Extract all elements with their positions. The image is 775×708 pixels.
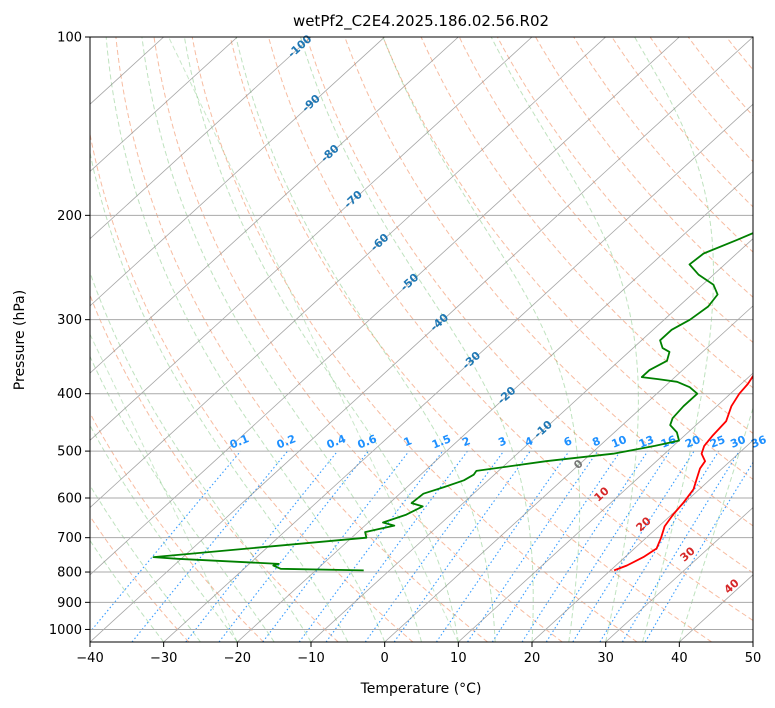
isotherm-line [531, 439, 753, 642]
x-axis-label: Temperature (°C) [360, 681, 482, 697]
mixing-ratio-label: 1 [402, 434, 414, 449]
x-tick-label: −20 [224, 651, 251, 666]
isotherm-line [237, 170, 753, 642]
isotherm-line [310, 238, 753, 642]
moist-adiabat [678, 406, 753, 642]
mixing-ratio-label: 8 [590, 434, 602, 449]
x-tick-label: −40 [76, 651, 103, 666]
mixing-ratio-line [131, 450, 289, 642]
isotherm-line [90, 37, 238, 172]
isotherm-line [90, 37, 753, 642]
x-tick-label: −30 [150, 651, 177, 666]
mixing-ratio-line [218, 450, 369, 642]
plot-frame [89, 36, 754, 643]
moist-adiabat [183, 37, 459, 642]
mixing-ratio-line [599, 450, 720, 642]
dry-adiabat [649, 37, 753, 163]
y-tick-label: 1000 [49, 623, 82, 638]
dry-adiabat [90, 131, 414, 642]
chart-title: wetPf2_C2E4.2025.186.02.56.R02 [293, 12, 549, 31]
axes: −40 −30 −20 −10 0 10 20 30 40 50 1000 900 800 700 600 5… [49, 31, 761, 667]
y-tick-label: 600 [57, 492, 82, 507]
y-tick-label: 800 [57, 566, 82, 581]
mixing-ratio-label: 2 [460, 434, 472, 449]
dry-adiabat [268, 37, 753, 622]
dry-adiabat [344, 37, 753, 527]
moist-adiabat [141, 37, 422, 642]
pressure-gridlines [90, 37, 753, 642]
dry-adiabat [90, 293, 339, 642]
dry-adiabat [191, 37, 638, 642]
mixing-ratio-label: 3 [496, 434, 508, 449]
y-tick-label: 400 [57, 387, 82, 402]
temperature-line [613, 374, 753, 572]
moist-adiabat [634, 37, 714, 642]
x-tick-label: 50 [745, 651, 762, 666]
mixing-ratio-line [572, 450, 695, 642]
dry-adiabat [611, 37, 753, 208]
y-tick-label: 200 [57, 209, 82, 224]
mixing-ratio-line [364, 450, 505, 642]
mixing-ratio-line [185, 450, 339, 642]
isotherm-line [90, 37, 385, 307]
isotherm-line [90, 37, 533, 441]
isotherm-line [90, 37, 459, 374]
y-axis-label: Pressure (hPa) [12, 290, 28, 390]
dry-adiabat [458, 37, 753, 389]
x-tick-label: 30 [597, 651, 614, 666]
moist-adiabat [300, 37, 534, 642]
mixing-ratio-label: 25 [708, 433, 727, 451]
y-tick-label: 500 [57, 445, 82, 460]
mixing-ratio-line [262, 450, 410, 642]
mixing-ratio-line [393, 450, 531, 642]
mixing-ratio-label: 36 [749, 433, 768, 451]
dry-adiabat [382, 37, 753, 481]
mixing-ratio-label: 20 [683, 433, 702, 451]
profile-series [152, 232, 753, 572]
dry-adiabat [229, 37, 712, 642]
dry-adiabat [496, 37, 753, 344]
y-tick-label: 100 [57, 31, 82, 46]
y-tick-label: 900 [57, 596, 82, 611]
x-tick-label: 10 [450, 651, 467, 666]
mixing-ratio-line [90, 450, 242, 633]
isotherm-line [605, 507, 753, 642]
isotherm-line [384, 305, 753, 642]
moist-adiabat [235, 37, 496, 642]
mixing-ratio-label: 16 [659, 433, 678, 451]
isotherm-line [458, 372, 753, 642]
moist-adiabat [90, 355, 275, 642]
x-tick-label: 40 [671, 651, 688, 666]
isotherm-line [90, 37, 680, 576]
dry-adiabat [90, 515, 190, 642]
dry-adiabat [306, 37, 753, 574]
mixing-ratio-line [545, 450, 671, 642]
isotherm-line [90, 37, 312, 240]
mixing-ratio-line [644, 461, 753, 642]
dry-adiabat [115, 37, 488, 642]
isotherm-line [90, 37, 606, 509]
mixing-ratio-label: 30 [728, 433, 747, 451]
isotherm-line [163, 103, 753, 642]
mixing-ratio-label: 10 [610, 433, 629, 451]
y-tick-label: 300 [57, 313, 82, 328]
mixing-ratio-line [621, 450, 740, 642]
moist-adiabat [90, 271, 312, 642]
mixing-ratio-line [467, 450, 599, 642]
x-tick-label: 0 [381, 651, 389, 666]
dry-adiabat [535, 37, 753, 298]
moist-adiabat [382, 37, 581, 642]
x-tick-label: 20 [524, 651, 541, 666]
y-tick-label: 700 [57, 531, 82, 546]
dewpoint-line [152, 232, 753, 572]
x-tick-label: −10 [297, 651, 324, 666]
moist-adiabat [490, 37, 639, 642]
